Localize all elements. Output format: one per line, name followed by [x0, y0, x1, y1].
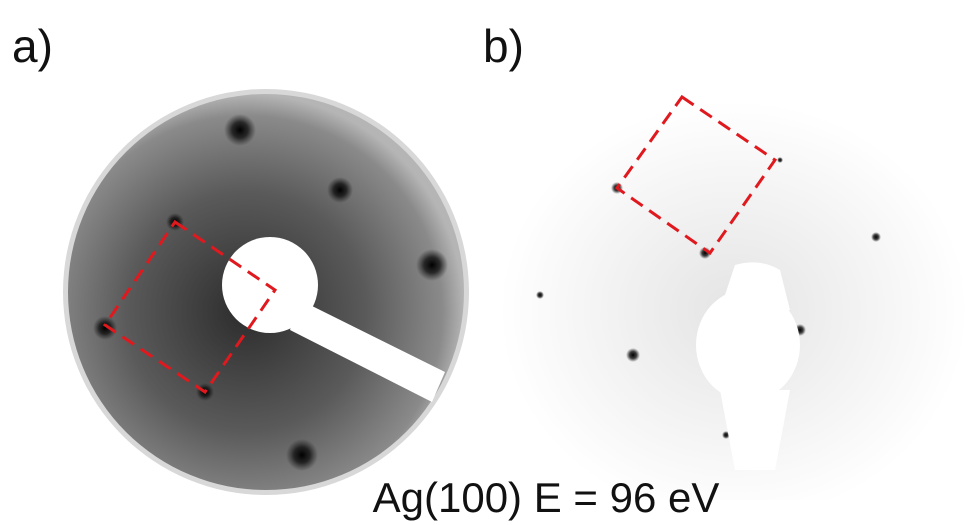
panel-a: a)	[12, 20, 469, 495]
panel-label: b)	[483, 20, 524, 72]
electron-gun	[696, 289, 800, 401]
panel-b: b)	[483, 20, 968, 500]
caption: Ag(100) E = 96 eV	[373, 474, 720, 521]
page: {"panels": [{"label": "a)"}, {"label": "…	[0, 0, 968, 525]
figure: a) b) Ag(100) E = 96 eV	[0, 0, 968, 525]
panel-label: a)	[12, 20, 53, 72]
